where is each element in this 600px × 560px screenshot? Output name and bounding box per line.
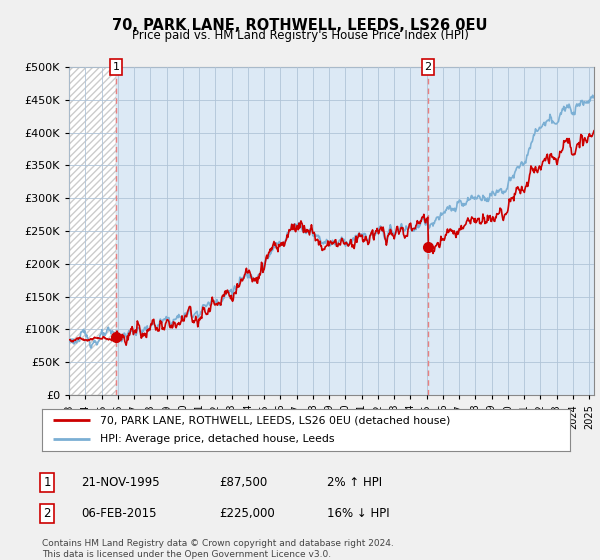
- Text: HPI: Average price, detached house, Leeds: HPI: Average price, detached house, Leed…: [100, 435, 335, 445]
- Text: This data is licensed under the Open Government Licence v3.0.: This data is licensed under the Open Gov…: [42, 550, 331, 559]
- Text: 16% ↓ HPI: 16% ↓ HPI: [327, 507, 389, 520]
- Text: 2% ↑ HPI: 2% ↑ HPI: [327, 476, 382, 489]
- Bar: [69, 67, 116, 395]
- Text: 70, PARK LANE, ROTHWELL, LEEDS, LS26 0EU (detached house): 70, PARK LANE, ROTHWELL, LEEDS, LS26 0EU…: [100, 415, 451, 425]
- Text: 21-NOV-1995: 21-NOV-1995: [81, 476, 160, 489]
- Text: 1: 1: [43, 476, 50, 489]
- Text: 2: 2: [424, 62, 431, 72]
- Bar: [69, 67, 116, 395]
- Text: 70, PARK LANE, ROTHWELL, LEEDS, LS26 0EU: 70, PARK LANE, ROTHWELL, LEEDS, LS26 0EU: [112, 18, 488, 34]
- Text: Price paid vs. HM Land Registry's House Price Index (HPI): Price paid vs. HM Land Registry's House …: [131, 29, 469, 42]
- Text: £87,500: £87,500: [219, 476, 267, 489]
- Text: 1: 1: [113, 62, 119, 72]
- Text: 2: 2: [43, 507, 50, 520]
- Text: Contains HM Land Registry data © Crown copyright and database right 2024.: Contains HM Land Registry data © Crown c…: [42, 539, 394, 548]
- Text: 06-FEB-2015: 06-FEB-2015: [81, 507, 157, 520]
- Text: £225,000: £225,000: [219, 507, 275, 520]
